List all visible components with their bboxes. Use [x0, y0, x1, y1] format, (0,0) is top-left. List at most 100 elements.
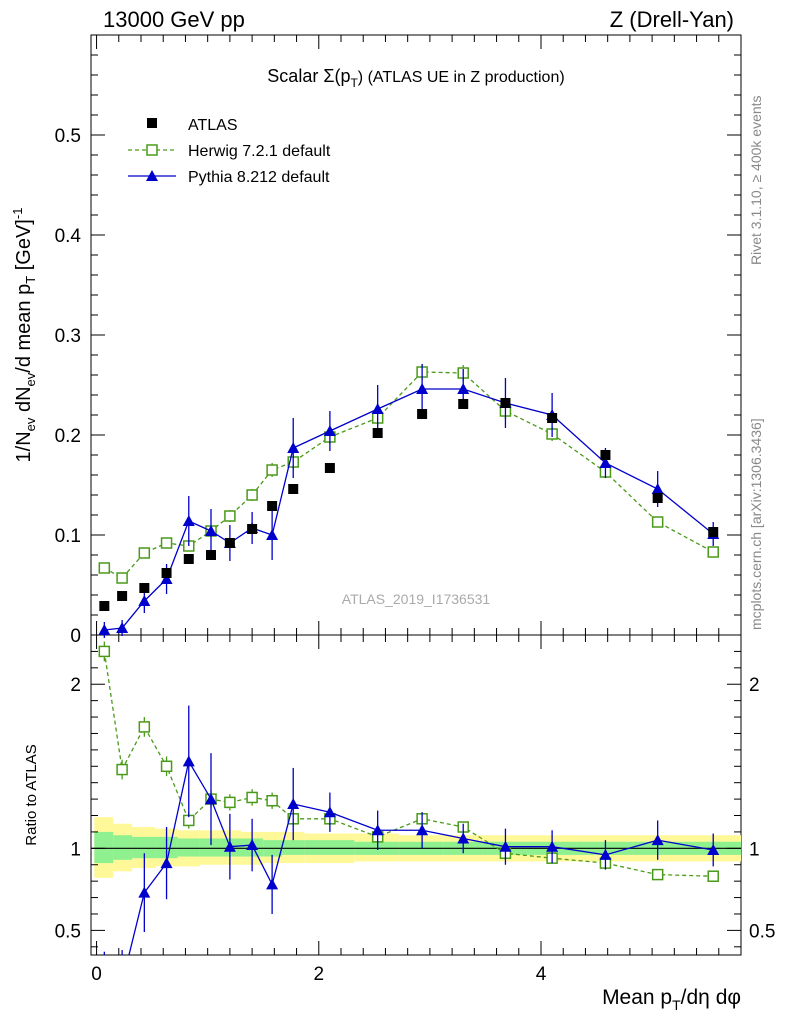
atlas-point-10 — [324, 463, 335, 473]
ratio-pythia-point-17 — [651, 834, 664, 846]
ratio-pythia-point-13 — [457, 832, 470, 844]
ratio-herwig-point-1 — [116, 763, 128, 776]
chart-title-suffix: ) (ATLAS UE in Z production) — [358, 69, 565, 86]
green-band-1 — [113, 835, 133, 860]
ratio-pythia-point-3 — [160, 857, 173, 869]
ratio-ytick-label-left-2: 2 — [70, 675, 81, 696]
ratio-pythia-point-10 — [323, 806, 336, 818]
ratio-plot-frame — [90, 634, 742, 956]
herwig-line — [104, 371, 714, 579]
main-ytick-label-4: 0.4 — [55, 226, 82, 247]
ratio-herwig-point-7 — [246, 791, 258, 804]
ratio-y-tick-labels: 0.5 0.5 1 1 2 2 — [55, 675, 776, 942]
ratio-herwig-point-2 — [138, 721, 151, 733]
pythia-point-11 — [371, 403, 384, 414]
ratio-ytick-label-left-1: 1 — [70, 839, 81, 860]
pythia-point-10 — [323, 425, 336, 436]
main-ytick-label-5: 0.5 — [55, 126, 81, 147]
pythia-point-12 — [416, 383, 429, 394]
chart-title-sub: T — [350, 76, 358, 90]
ratio-herwig-point-8 — [266, 794, 278, 807]
main-ytick-label-2: 0.2 — [55, 426, 81, 447]
analysis-watermark: ATLAS_2019_I1736531 — [342, 591, 491, 607]
herwig-point-3 — [160, 537, 173, 549]
pythia-point-13 — [457, 383, 470, 394]
atlas-point-17 — [652, 493, 663, 503]
atlas-point-18 — [708, 527, 719, 537]
green-band-10 — [304, 840, 355, 855]
ratio-ytick-label-right-1: 1 — [749, 839, 760, 860]
legend-pythia-label: Pythia 8.212 default — [188, 169, 330, 186]
ratio-pythia-point-9 — [287, 798, 300, 810]
pythia-point-5 — [205, 525, 217, 536]
pythia-point-17 — [651, 483, 664, 494]
ratio-pythia-point-1 — [116, 977, 128, 988]
chart-title: Scalar Σ(pT) (ATLAS UE in Z production) — [267, 66, 564, 90]
atlas-point-13 — [458, 399, 469, 409]
atlas-point-12 — [417, 409, 428, 419]
ratio-pythia-point-14 — [499, 840, 512, 852]
green-band-5 — [199, 838, 221, 857]
pythia-point-0 — [98, 624, 111, 635]
ratio-pythia-point-2 — [138, 886, 151, 898]
header-left: 13000 GeV pp — [103, 7, 245, 32]
atlas-point-9 — [288, 484, 299, 494]
pythia-point-2 — [138, 595, 151, 606]
atlas-point-8 — [267, 501, 278, 511]
herwig-point-18 — [707, 546, 719, 558]
header-right: Z (Drell-Yan) — [610, 7, 734, 32]
atlas-point-1 — [117, 591, 128, 601]
main-y-axis-label: 1/Nev dNev/d mean pT [GeV]-1 — [10, 208, 38, 463]
ratio-x-tick-labels: 0 2 4 — [91, 964, 546, 985]
x-axis-label-prefix: Mean p — [602, 986, 672, 1009]
atlas-point-15 — [547, 413, 558, 423]
main-ytick-label-1: 0.1 — [55, 526, 81, 547]
atlas-point-4 — [183, 554, 194, 564]
ratio-herwig-point-3 — [160, 760, 173, 773]
atlas-point-5 — [206, 550, 216, 560]
green-band-2 — [132, 836, 156, 859]
atlas-point-6 — [224, 538, 235, 548]
herwig-point-7 — [246, 489, 258, 501]
green-band-0 — [94, 831, 114, 864]
ratio-ytick-label-left-0: 0.5 — [55, 921, 81, 942]
legend-herwig-label: Herwig 7.2.1 default — [188, 143, 331, 160]
ratio-herwig-point-18 — [707, 870, 719, 882]
main-y-tick-labels: 0 0.1 0.2 0.3 0.4 0.5 — [55, 126, 82, 647]
ratio-pythia-point-7 — [246, 839, 259, 851]
herwig-point-6 — [224, 510, 236, 522]
ratio-pythia-point-15 — [546, 840, 559, 852]
chart-title-prefix: Scalar Σ(p — [267, 66, 350, 86]
atlas-point-11 — [372, 428, 383, 438]
main-ytick-label-0: 0 — [70, 626, 81, 647]
main-ytick-label-3: 0.3 — [55, 326, 81, 347]
x-axis-label-sub: T — [672, 997, 681, 1013]
ratio-herwig-point-17 — [651, 868, 664, 881]
atlas-point-3 — [161, 568, 172, 578]
ratio-pythia-point-6 — [223, 840, 236, 852]
ratio-series — [98, 641, 720, 988]
rivet-label: Rivet 3.1.10, ≥ 400k events — [748, 95, 764, 265]
ratio-herwig-point-0 — [98, 645, 111, 658]
ratio-pythia-point-16 — [599, 848, 612, 860]
green-band-4 — [177, 838, 200, 857]
ratio-herwig-point-6 — [224, 796, 236, 809]
x-tick-label-1: 2 — [313, 964, 324, 985]
herwig-point-8 — [266, 464, 278, 476]
ratio-pythia-point-12 — [416, 824, 429, 836]
herwig-point-0 — [98, 562, 111, 574]
x-axis-label-suffix: /dη dφ — [681, 986, 741, 1009]
ratio-pythia-point-18 — [707, 843, 720, 855]
ratio-pythia-point-11 — [371, 824, 384, 836]
ratio-pythia-point-5 — [205, 793, 217, 805]
atlas-point-0 — [99, 601, 110, 611]
legend-atlas-marker — [147, 118, 157, 128]
ratio-y-axis-label: Ratio to ATLAS — [23, 744, 40, 845]
legend-pythia-marker — [146, 170, 158, 181]
ratio-pythia-point-8 — [266, 878, 279, 890]
x-tick-label-2: 4 — [536, 964, 547, 985]
ratio-pythia-line — [128, 759, 714, 955]
x-axis-label: Mean pT/dη dφ — [602, 986, 741, 1013]
atlas-point-7 — [247, 524, 258, 534]
atlas-point-2 — [139, 583, 150, 593]
